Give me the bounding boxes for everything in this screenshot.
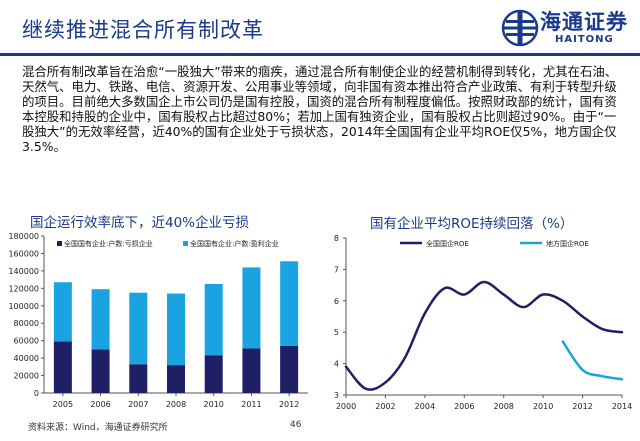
line-x-tick-label: 2000 [336, 402, 356, 411]
bar-loss-2010 [204, 355, 223, 393]
line-x-tick-label: 2008 [494, 402, 514, 411]
header-divider [0, 53, 640, 56]
line-x-tick-label: 2014 [612, 402, 632, 411]
bar-y-tick-label: 100000 [8, 302, 39, 311]
line-y-tick-label: 8 [334, 234, 339, 243]
bar-y-tick-label: 160000 [8, 249, 39, 258]
bar-profit-2007 [129, 292, 148, 365]
bar-legend-swatch [183, 241, 188, 246]
source-note: 资料来源：Wind，海通证券研究所 [28, 423, 168, 433]
line-y-tick-label: 7 [334, 265, 339, 274]
bar-profit-2006 [91, 289, 110, 350]
bar-legend-swatch [57, 241, 62, 246]
line-series-local [561, 340, 624, 381]
bar-loss-2011 [242, 348, 261, 393]
bar-profit-2012 [280, 261, 299, 346]
bar-y-tick-label: 0 [34, 389, 39, 398]
bar-x-tick-label: 2008 [166, 400, 186, 409]
bar-legend-label: 全国国有企业:户数:盈利企业 [190, 239, 279, 248]
bar-x-tick-label: 2005 [53, 400, 73, 409]
bar-loss-2006 [91, 349, 110, 393]
bar-profit-2005 [53, 282, 72, 342]
bar-loss-2007 [129, 364, 148, 393]
line-legend-label: 全国国企ROE [426, 239, 469, 248]
bar-profit-2011 [242, 267, 261, 349]
bar-y-tick-label: 180000 [8, 232, 39, 241]
bar-x-tick-label: 2006 [90, 400, 110, 409]
bar-y-tick-label: 120000 [8, 284, 39, 293]
bar-y-tick-label: 40000 [14, 354, 39, 363]
bar-loss-2005 [53, 341, 72, 393]
page-number: 46 [290, 420, 302, 430]
line-y-tick-label: 3 [334, 391, 339, 400]
bar-profit-2008 [167, 293, 185, 366]
line-y-tick-label: 5 [334, 328, 339, 337]
page-title: 继续推进混合所有制改革 [22, 18, 264, 42]
bar-y-tick-label: 60000 [14, 337, 39, 346]
line-chart-title: 国有企业平均ROE持续回落（%） [370, 216, 574, 232]
haitong-logo-icon [501, 9, 539, 47]
bar-loss-2012 [280, 345, 299, 393]
line-y-tick-label: 4 [334, 360, 339, 369]
line-x-tick-label: 2010 [533, 402, 553, 411]
line-y-tick-label: 6 [334, 297, 339, 306]
bar-x-tick-label: 2010 [204, 400, 224, 409]
bar-x-tick-label: 2007 [128, 400, 148, 409]
bar-x-tick-label: 2012 [279, 400, 299, 409]
line-x-tick-label: 2004 [415, 402, 435, 411]
logo-text-en: HAITONG [555, 34, 614, 45]
bar-chart-title: 国企运行效率底下，近40%企业亏损 [30, 215, 250, 231]
bar-y-tick-label: 80000 [14, 319, 39, 328]
intro-paragraph: 混合所有制改革旨在治愈“一股独大”带来的痼疾，通过混合所有制使企业的经营机制得到… [22, 64, 618, 154]
bar-y-tick-label: 140000 [8, 267, 39, 276]
bar-x-tick-label: 2011 [241, 400, 261, 409]
line-x-tick-label: 2006 [454, 402, 474, 411]
line-x-tick-label: 2002 [375, 402, 395, 411]
line-legend-label: 地方国企ROE [546, 239, 589, 248]
line-x-tick-label: 2012 [572, 402, 592, 411]
line-series-national [344, 280, 624, 391]
bar-loss-2008 [167, 365, 185, 393]
bar-legend-label: 全国国有企业:户数:亏损企业 [64, 239, 153, 248]
page-header: 继续推进混合所有制改革 海通证券 HAITONG [0, 0, 640, 58]
bar-y-tick-label: 20000 [14, 372, 39, 381]
logo-text-cn: 海通证券 [540, 9, 628, 34]
bar-profit-2010 [204, 283, 223, 356]
